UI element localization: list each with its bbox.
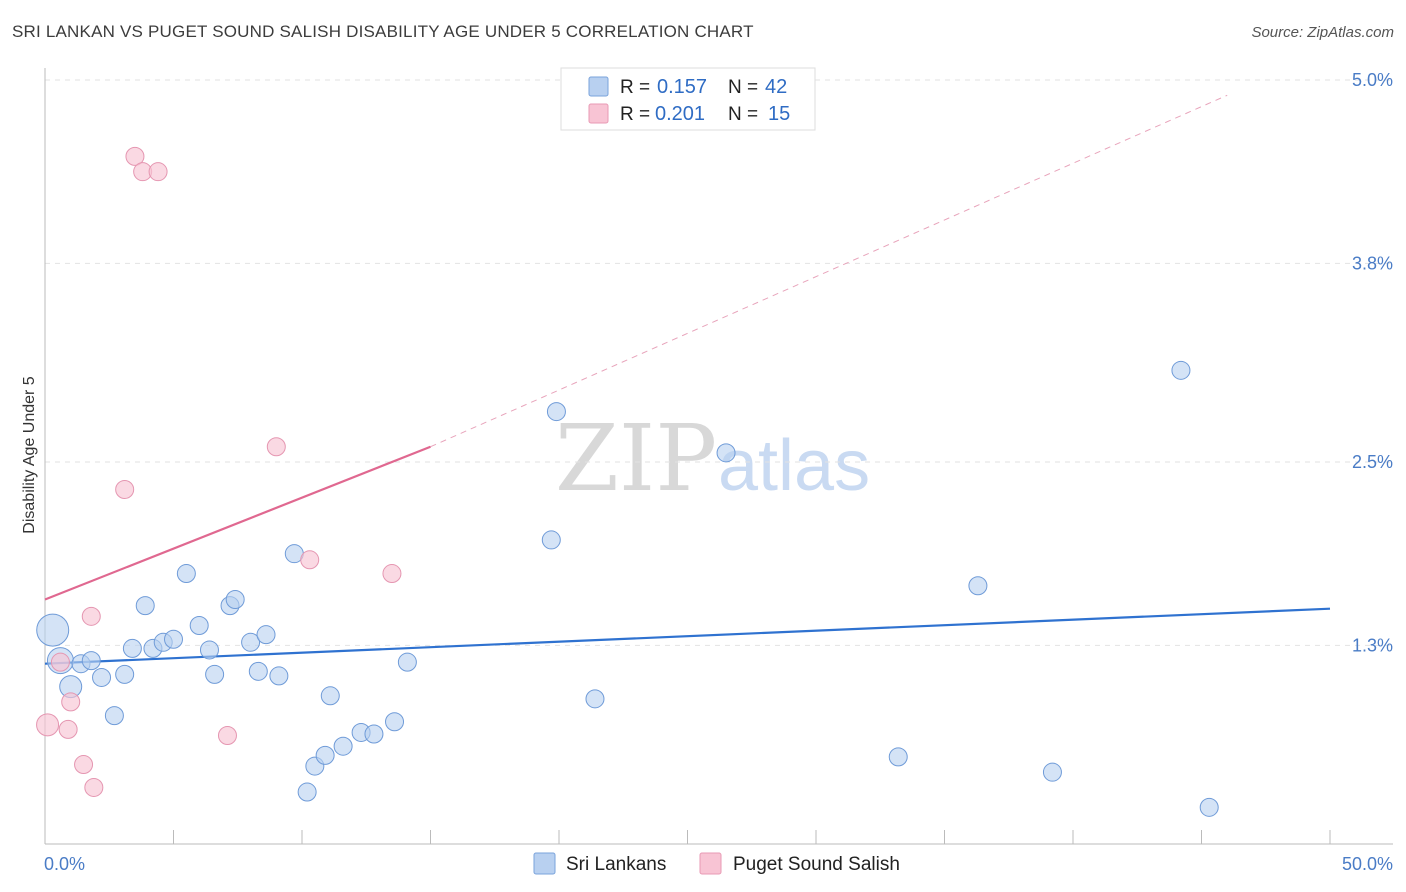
legend-r-label-2: R =: [620, 104, 650, 125]
data-point-sri-lankans: [164, 629, 183, 649]
data-point-puget-sound-salish: [50, 652, 70, 672]
data-point-sri-lankans: [1171, 360, 1191, 380]
data-point-sri-lankans: [225, 590, 245, 610]
legend-n-value-1: 42: [765, 76, 787, 98]
data-point-sri-lankans: [297, 782, 317, 802]
data-point-sri-lankans: [585, 689, 605, 709]
data-point-puget-sound-salish: [125, 146, 145, 166]
data-point-puget-sound-salish: [148, 162, 168, 182]
series-sri-lankans: [36, 360, 1219, 817]
bottom-legend-label-sri-lankans: Sri Lankans: [566, 854, 666, 875]
data-point-puget-sound-salish: [81, 606, 101, 626]
watermark-atlas: atlas: [718, 426, 870, 506]
data-point-sri-lankans: [36, 613, 70, 647]
data-point-puget-sound-salish: [58, 719, 78, 739]
data-point-puget-sound-salish: [300, 550, 320, 570]
data-point-sri-lankans: [546, 402, 566, 422]
data-point-sri-lankans: [315, 745, 335, 765]
x-tick-label-min: 0.0%: [44, 854, 85, 874]
data-point-sri-lankans: [333, 736, 353, 756]
data-point-sri-lankans: [364, 724, 384, 744]
source-label: Source: ZipAtlas.com: [1251, 24, 1394, 41]
data-point-sri-lankans: [541, 530, 561, 550]
data-point-sri-lankans: [248, 661, 268, 681]
data-point-sri-lankans: [320, 686, 340, 706]
x-tick-label-max: 50.0%: [1342, 854, 1393, 874]
data-point-puget-sound-salish: [266, 437, 286, 457]
data-point-sri-lankans: [397, 652, 417, 672]
data-point-sri-lankans: [199, 640, 219, 660]
trend-line-sri-lankans: [44, 607, 1331, 665]
data-point-sri-lankans: [1199, 797, 1219, 817]
bottom-legend: Sri Lankans Puget Sound Salish: [533, 852, 900, 875]
data-point-sri-lankans: [135, 596, 155, 616]
bottom-legend-swatch-pink: [699, 852, 722, 875]
bottom-legend-swatch-blue: [533, 852, 556, 875]
data-point-sri-lankans: [385, 712, 405, 732]
y-axis-label: Disability Age Under 5: [21, 376, 38, 534]
data-point-sri-lankans: [888, 747, 908, 767]
legend-r-value-2: 0.201: [655, 103, 705, 125]
legend-n-label-2: N =: [728, 104, 758, 125]
trend-line-puget-sound-salish: [44, 445, 431, 601]
legend-swatch-pink: [588, 103, 609, 124]
y-tick-labels: 1.3% 2.5% 3.8% 5.0%: [1352, 70, 1393, 655]
y-tick-label: 3.8%: [1352, 253, 1393, 273]
data-point-puget-sound-salish: [36, 713, 60, 737]
data-point-puget-sound-salish: [74, 755, 94, 775]
data-point-sri-lankans: [115, 664, 135, 684]
data-point-sri-lankans: [716, 443, 736, 463]
legend-swatch-blue: [588, 76, 609, 97]
y-tick-label: 2.5%: [1352, 452, 1393, 472]
data-point-sri-lankans: [1042, 762, 1062, 782]
data-point-sri-lankans: [122, 638, 142, 658]
trend-extension-puget-sound-salish: [430, 94, 1228, 448]
watermark: ZIP atlas: [555, 405, 870, 512]
data-point-sri-lankans: [189, 615, 209, 635]
series-puget-sound-salish: [36, 146, 402, 797]
legend-n-value-2: 15: [768, 103, 790, 125]
data-point-sri-lankans: [269, 666, 289, 686]
chart-title: SRI LANKAN VS PUGET SOUND SALISH DISABIL…: [12, 22, 754, 41]
legend-r-label-1: R =: [620, 77, 650, 98]
data-point-puget-sound-salish: [61, 692, 81, 712]
data-point-puget-sound-salish: [382, 564, 402, 584]
data-point-sri-lankans: [241, 632, 261, 652]
data-point-puget-sound-salish: [84, 777, 104, 797]
data-point-sri-lankans: [104, 706, 124, 726]
data-point-sri-lankans: [256, 625, 276, 645]
data-point-sri-lankans: [176, 564, 196, 584]
legend-r-value-1: 0.157: [657, 76, 707, 98]
data-point-puget-sound-salish: [115, 480, 135, 500]
gridlines: [45, 79, 1393, 646]
data-point-puget-sound-salish: [217, 726, 237, 746]
y-tick-label: 1.3%: [1352, 635, 1393, 655]
trend-lines: [44, 94, 1331, 665]
data-point-sri-lankans: [205, 664, 225, 684]
bottom-legend-label-puget-sound-salish: Puget Sound Salish: [733, 854, 900, 875]
legend: R = 0.157 N = 42 R = 0.201 N = 15: [560, 67, 816, 131]
data-point-sri-lankans: [81, 651, 101, 671]
y-tick-label: 5.0%: [1352, 70, 1393, 90]
data-point-sri-lankans: [968, 576, 988, 596]
legend-n-label-1: N =: [728, 77, 758, 98]
data-point-sri-lankans: [92, 667, 112, 687]
watermark-zip: ZIP: [555, 405, 717, 512]
